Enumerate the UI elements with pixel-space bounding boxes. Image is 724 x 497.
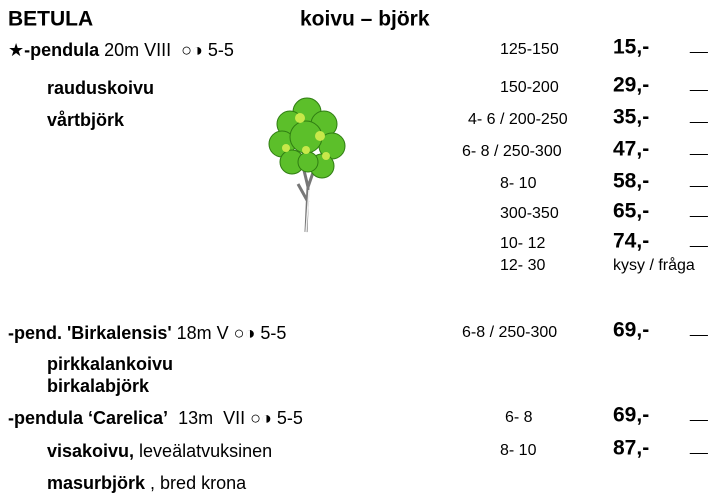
order-blank: __: [690, 232, 708, 248]
species-info: 18m V ○◑ 5-5: [172, 323, 287, 343]
species-name: -pendula ‘Carelica’: [8, 408, 168, 428]
size: 125-150: [500, 42, 559, 58]
species-row: ★-pendula 20m VIII ○◑ 5-5: [8, 41, 234, 59]
common-name-line: birkalabjörk: [47, 377, 149, 395]
size: 300-350: [500, 206, 559, 222]
size: 6- 8: [505, 410, 533, 426]
genus: BETULA: [8, 9, 93, 30]
common-name-line: visakoivu, leveälatvuksinen: [47, 442, 272, 460]
price: 35,-: [613, 107, 649, 128]
genus-common-name: koivu – björk: [300, 9, 430, 30]
common-name: visakoivu,: [47, 441, 134, 461]
order-blank: __: [690, 321, 708, 337]
order-blank: __: [690, 202, 708, 218]
size: 6- 8 / 250-300: [462, 144, 562, 160]
common-name-line: masurbjörk , bred krona: [47, 474, 246, 492]
order-blank: __: [690, 140, 708, 156]
tree-illustration: [262, 92, 352, 234]
price: 47,-: [613, 139, 649, 160]
species-name: -pend. 'Birkalensis': [8, 323, 172, 343]
common-name: masurbjörk: [47, 473, 145, 493]
price: 65,-: [613, 201, 649, 222]
price: 87,-: [613, 438, 649, 459]
species-row: -pend. 'Birkalensis' 18m V ○◑ 5-5: [8, 324, 286, 342]
common-name-line: rauduskoivu: [47, 79, 154, 97]
price: 74,-: [613, 231, 649, 252]
species-row: -pendula ‘Carelica’ 13m VII ○◑ 5-5: [8, 409, 303, 427]
order-blank: __: [690, 76, 708, 92]
price-list-page: BETULA koivu – björk ★-pendula 20m VIII …: [0, 0, 724, 497]
common-name: pirkkalankoivu: [47, 354, 173, 374]
price: 69,-: [613, 405, 649, 426]
price-on-request: kysy / fråga: [613, 258, 695, 274]
common-name-line: vårtbjörk: [47, 111, 124, 129]
size: 6-8 / 250-300: [462, 325, 557, 341]
price: 15,-: [613, 37, 649, 58]
size: 10- 12: [500, 236, 545, 252]
order-blank: __: [690, 406, 708, 422]
common-name: birkalabjörk: [47, 376, 149, 396]
price: 69,-: [613, 320, 649, 341]
price: 58,-: [613, 171, 649, 192]
star-mark: ★: [8, 40, 24, 60]
size: 8- 10: [500, 176, 536, 192]
order-blank: __: [690, 439, 708, 455]
common-name: rauduskoivu: [47, 78, 154, 98]
size: 8- 10: [500, 443, 536, 459]
order-blank: __: [690, 38, 708, 54]
common-name: vårtbjörk: [47, 110, 124, 130]
common-name-line: pirkkalankoivu: [47, 355, 173, 373]
common-note: , bred krona: [145, 473, 246, 493]
size: 12- 30: [500, 258, 545, 274]
order-blank: __: [690, 108, 708, 124]
common-note: leveälatvuksinen: [134, 441, 272, 461]
species-info: 13m VII ○◑ 5-5: [168, 408, 303, 428]
price: 29,-: [613, 75, 649, 96]
size: 4- 6 / 200-250: [468, 112, 568, 128]
order-blank: __: [690, 172, 708, 188]
size: 150-200: [500, 80, 559, 96]
species-name: -pendula: [24, 40, 99, 60]
species-info: 20m VIII ○◑ 5-5: [99, 40, 234, 60]
